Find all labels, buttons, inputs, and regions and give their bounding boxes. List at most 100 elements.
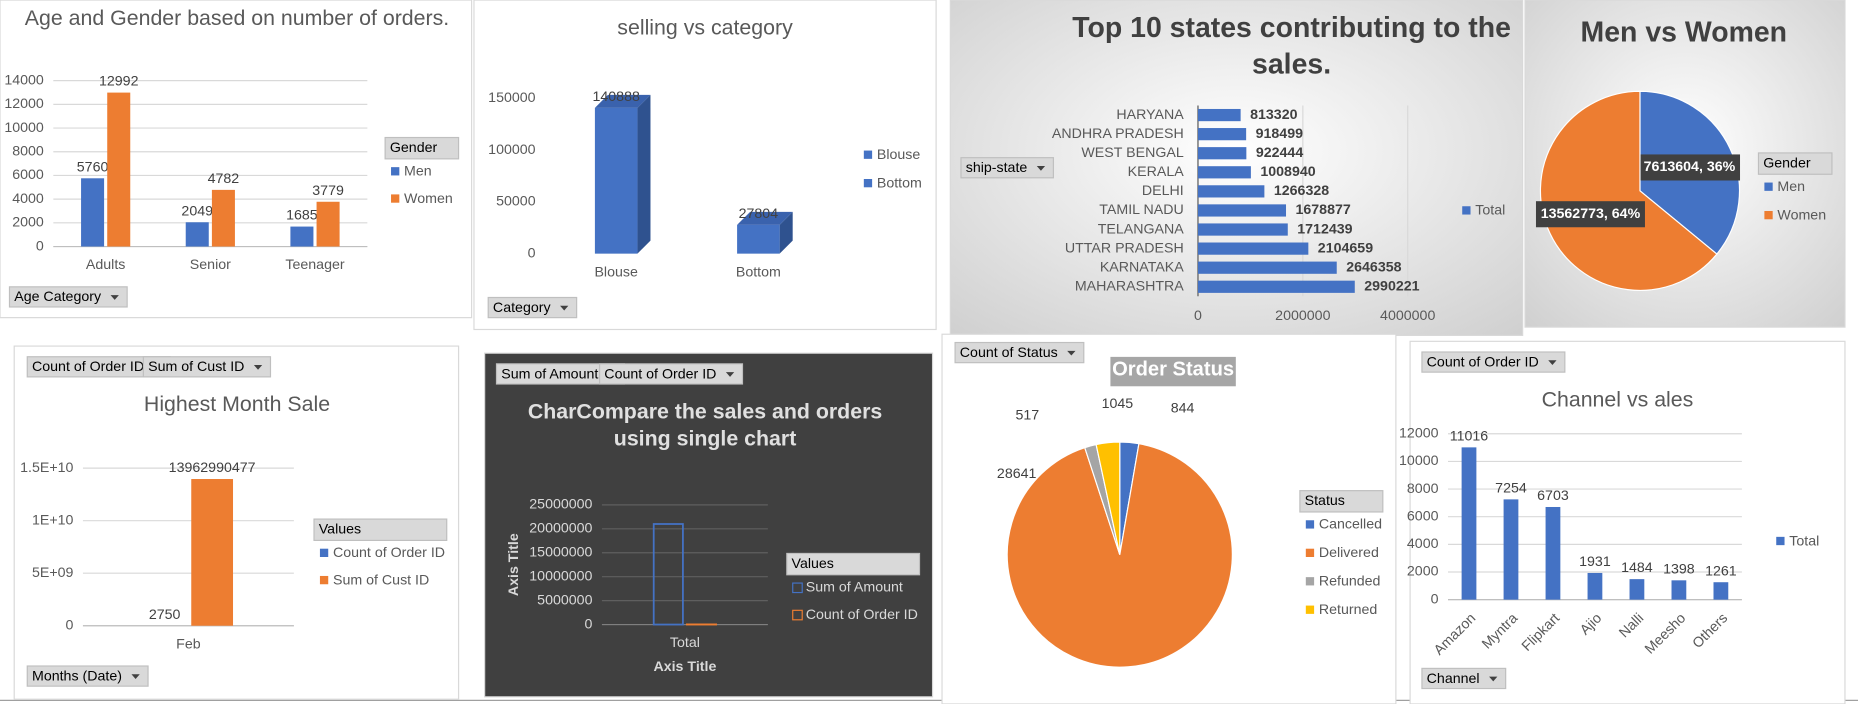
bar	[1197, 108, 1241, 122]
legend-swatch	[319, 548, 329, 557]
bar	[211, 189, 235, 247]
field-button[interactable]: Sum of Amount	[495, 363, 626, 385]
y-tick-label: 0	[1431, 591, 1439, 607]
legend-swatch	[1305, 577, 1315, 586]
data-label: 28641	[997, 466, 1037, 482]
field-button-label: Months (Date)	[32, 668, 122, 684]
legend-title-box	[313, 518, 448, 541]
data-label: 5760	[77, 159, 109, 175]
field-button-arrow	[253, 365, 263, 370]
legend-label: Total	[1789, 533, 1819, 549]
y-tick-label: 100000	[488, 142, 535, 158]
y-tick-label: 6000	[12, 167, 44, 183]
y-tick-label: 10000	[4, 120, 44, 136]
legend-label: Refunded	[1319, 574, 1381, 590]
bar	[1545, 506, 1561, 600]
bar	[594, 107, 638, 254]
bar-3d-side	[637, 94, 651, 254]
field-button-label: Sum of Cust ID	[148, 359, 244, 375]
data-label: 1712439	[1297, 221, 1352, 237]
field-button-label: Sum of Amount	[501, 366, 598, 382]
y-tick-label: 5E+09	[32, 565, 74, 581]
legend-label: Count of Order ID	[806, 607, 918, 623]
field-button[interactable]: ship-state	[960, 157, 1054, 179]
data-label: 2990221	[1364, 279, 1419, 295]
legend-title: Gender	[1763, 155, 1811, 171]
y-tick-label: KERALA	[1128, 164, 1185, 180]
bar	[1197, 147, 1247, 160]
legend-title-box	[384, 136, 460, 160]
legend-label: Count of Order ID	[333, 545, 445, 561]
bar-3d-top	[737, 211, 793, 225]
bar-3d-side	[779, 211, 793, 254]
data-label: 918499	[1256, 126, 1303, 142]
bar	[107, 92, 131, 247]
field-button-label: Count of Order ID	[1427, 354, 1539, 370]
data-label: 844	[1171, 401, 1195, 417]
pie-slice	[1006, 443, 1233, 668]
field-button[interactable]: Count of Status	[954, 341, 1085, 364]
pie-slice	[1095, 441, 1121, 555]
y-axis-title: Axis Title	[506, 533, 522, 596]
legend-label: Men	[404, 164, 432, 180]
data-label: 4782	[208, 171, 240, 187]
legend-label: Blouse	[877, 147, 921, 163]
field-button-face	[1421, 667, 1507, 690]
field-button-face	[1421, 351, 1566, 373]
chart-title-text: Age and Gender based on number of orders…	[24, 5, 450, 30]
x-tick-label: Bottom	[736, 264, 781, 280]
data-label: 2049	[181, 203, 213, 219]
y-tick-label: WEST BENGAL	[1081, 145, 1183, 161]
data-label: 1685	[286, 208, 318, 224]
field-button-face	[142, 356, 272, 378]
data-label: 12992	[99, 74, 139, 90]
y-tick-label: 2000	[1407, 564, 1439, 580]
data-label: 1931	[1579, 554, 1611, 570]
field-button-label: Category	[493, 300, 552, 316]
bar	[1197, 128, 1247, 141]
field-button[interactable]: Count of Order ID	[598, 363, 744, 385]
field-button[interactable]: Category	[487, 296, 578, 319]
legend-label: Delivered	[1319, 545, 1379, 561]
data-label: 3779	[312, 183, 344, 199]
bar	[185, 222, 209, 247]
field-button-arrow	[110, 295, 119, 300]
legend-swatch	[391, 167, 400, 176]
chart-panel	[484, 352, 934, 698]
bar-3d-top	[594, 94, 651, 108]
bar	[1197, 204, 1287, 217]
bar	[191, 479, 234, 626]
field-button-arrow	[1548, 360, 1557, 366]
y-tick-label: HARYANA	[1116, 107, 1184, 123]
y-tick-label: DELHI	[1142, 183, 1184, 199]
field-button-label: Age Category	[14, 289, 102, 305]
legend-swatch	[391, 194, 400, 203]
field-button-arrow	[1489, 676, 1498, 682]
legend-swatch	[863, 150, 873, 159]
y-tick-label: TAMIL NADU	[1099, 202, 1183, 218]
data-label: 2750	[149, 607, 181, 623]
field-button[interactable]: Count of Order ID	[26, 356, 171, 378]
field-button-face	[26, 665, 149, 687]
y-tick-label: TELANGANA	[1098, 221, 1185, 237]
chart-title-text: selling vs category	[617, 15, 793, 40]
legend-label: Women	[1777, 207, 1826, 223]
y-tick-label: 2000	[12, 215, 44, 231]
field-button-label: Count of Order ID	[32, 359, 144, 375]
y-tick-label: KARNATAKA	[1100, 259, 1184, 275]
data-label: 2646358	[1346, 259, 1401, 275]
y-tick-label: 10000	[1399, 453, 1439, 469]
field-button[interactable]: Age Category	[8, 286, 128, 308]
field-button[interactable]: Months (Date)	[26, 665, 149, 687]
legend-label: Sum of Cust ID	[333, 572, 429, 588]
field-button[interactable]: Sum of Cust ID	[142, 356, 272, 378]
x-axis-title: Axis Title	[653, 659, 716, 675]
field-button[interactable]: Channel	[1421, 667, 1507, 690]
legend-label: Women	[404, 191, 453, 207]
bar	[1671, 580, 1687, 600]
legend-label: Cancelled	[1319, 517, 1382, 533]
legend-title: Values	[319, 521, 361, 537]
x-tick-label: Senior	[190, 257, 231, 273]
field-button[interactable]: Count of Order ID	[1421, 351, 1566, 373]
